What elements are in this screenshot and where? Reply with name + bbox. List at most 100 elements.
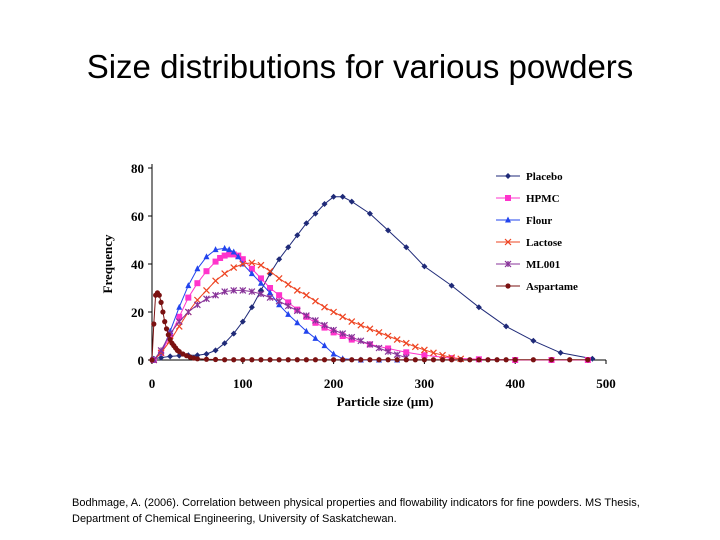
data-point-lactose — [239, 260, 247, 268]
legend-marker-placebo — [505, 173, 511, 179]
legend-label-hpmc: HPMC — [526, 193, 560, 205]
data-point-lactose — [221, 270, 229, 278]
data-point-flour — [285, 310, 292, 317]
data-point-ml001 — [312, 316, 319, 324]
data-point-aspartame — [160, 309, 166, 315]
data-point-placebo — [221, 340, 228, 347]
data-point-hpmc — [239, 256, 246, 263]
legend-label-flour: Flour — [526, 215, 552, 227]
data-point-ml001 — [266, 294, 274, 302]
data-point-aspartame — [294, 357, 300, 363]
data-point-lactose — [430, 349, 437, 357]
legend-item-placebo: Placebo — [496, 171, 563, 183]
x-tick-label: 0 — [149, 376, 156, 391]
data-point-ml001 — [175, 318, 183, 326]
data-point-aspartame — [240, 357, 246, 363]
data-point-hpmc — [221, 252, 228, 259]
slide-title: Size distributions for various powders — [86, 48, 634, 85]
data-point-aspartame — [421, 357, 427, 363]
data-point-lactose — [302, 291, 310, 299]
data-point-placebo — [475, 304, 482, 311]
data-point-ml001 — [375, 344, 383, 352]
series-hpmc — [150, 251, 591, 363]
data-point-placebo — [330, 193, 337, 200]
data-point-ml001 — [221, 288, 229, 296]
data-point-ml001 — [357, 337, 365, 345]
data-point-aspartame — [258, 357, 264, 363]
legend-label-lactose: Lactose — [526, 237, 562, 249]
legend-marker-lactose — [504, 238, 512, 246]
data-point-flour — [176, 303, 183, 310]
data-point-aspartame — [439, 357, 446, 363]
data-point-lactose — [203, 286, 210, 294]
data-point-aspartame — [285, 357, 291, 363]
data-point-ml001 — [248, 288, 256, 296]
legend-label-ml001: ML001 — [526, 259, 560, 271]
data-point-placebo — [230, 330, 237, 337]
data-point-aspartame — [585, 357, 591, 363]
data-point-aspartame — [476, 357, 482, 363]
data-point-lactose — [212, 277, 219, 285]
data-point-hpmc — [176, 313, 183, 320]
data-point-hpmc — [203, 268, 210, 275]
data-point-placebo — [530, 337, 537, 344]
data-point-placebo — [366, 210, 373, 217]
series-ml001 — [150, 286, 410, 364]
legend-item-hpmc: HPMC — [496, 193, 560, 205]
data-point-aspartame — [394, 357, 400, 363]
data-point-aspartame — [162, 319, 168, 325]
legend-marker-hpmc — [505, 195, 511, 201]
data-point-ml001 — [330, 326, 338, 334]
data-point-aspartame — [412, 357, 418, 363]
data-point-lactose — [293, 286, 301, 294]
data-point-ml001 — [184, 308, 192, 316]
legend-marker-ml001 — [504, 260, 512, 268]
data-point-aspartame — [403, 357, 409, 363]
y-axis-title: Frequency — [100, 234, 115, 293]
citation-text: Bodhmage, A. (2006). Correlation between… — [72, 497, 640, 525]
x-tick-label: 300 — [415, 376, 435, 391]
data-point-aspartame — [194, 356, 200, 362]
data-point-aspartame — [430, 357, 437, 363]
data-point-hpmc — [217, 255, 224, 261]
data-point-flour — [194, 265, 201, 272]
data-point-aspartame — [151, 321, 157, 327]
y-tick-label: 20 — [131, 305, 144, 320]
data-point-ml001 — [293, 307, 301, 315]
data-point-placebo — [203, 351, 210, 357]
data-point-aspartame — [567, 357, 573, 363]
data-point-ml001 — [366, 340, 374, 348]
data-point-aspartame — [385, 357, 391, 363]
legend-marker-flour — [505, 216, 511, 223]
data-point-flour — [212, 246, 219, 253]
data-point-lactose — [420, 346, 428, 354]
y-tick-label: 80 — [131, 161, 144, 176]
data-point-placebo — [294, 232, 301, 239]
data-point-placebo — [448, 282, 455, 289]
data-point-ml001 — [339, 330, 347, 338]
data-point-aspartame — [548, 357, 555, 363]
data-point-placebo — [557, 349, 564, 356]
data-point-aspartame — [267, 357, 273, 363]
data-point-hpmc — [185, 294, 192, 301]
data-point-ml001 — [321, 321, 328, 329]
data-point-aspartame — [458, 357, 464, 363]
series-aspartame — [149, 290, 591, 363]
y-tick-label: 0 — [138, 353, 145, 368]
data-point-aspartame — [165, 332, 171, 338]
data-point-hpmc — [385, 345, 392, 352]
data-point-aspartame — [276, 357, 282, 363]
data-point-hpmc — [226, 251, 233, 258]
data-point-placebo — [167, 353, 174, 360]
data-point-hpmc — [257, 275, 264, 282]
data-point-lactose — [321, 303, 328, 311]
data-point-hpmc — [212, 258, 219, 265]
data-point-flour — [294, 319, 301, 326]
data-point-lactose — [312, 297, 319, 305]
legend-item-ml001: ML001 — [496, 259, 560, 271]
data-point-flour — [321, 342, 328, 349]
legend-item-flour: Flour — [496, 215, 552, 227]
data-point-flour — [257, 279, 264, 286]
chart-series — [149, 193, 596, 364]
data-point-ml001 — [157, 346, 165, 354]
